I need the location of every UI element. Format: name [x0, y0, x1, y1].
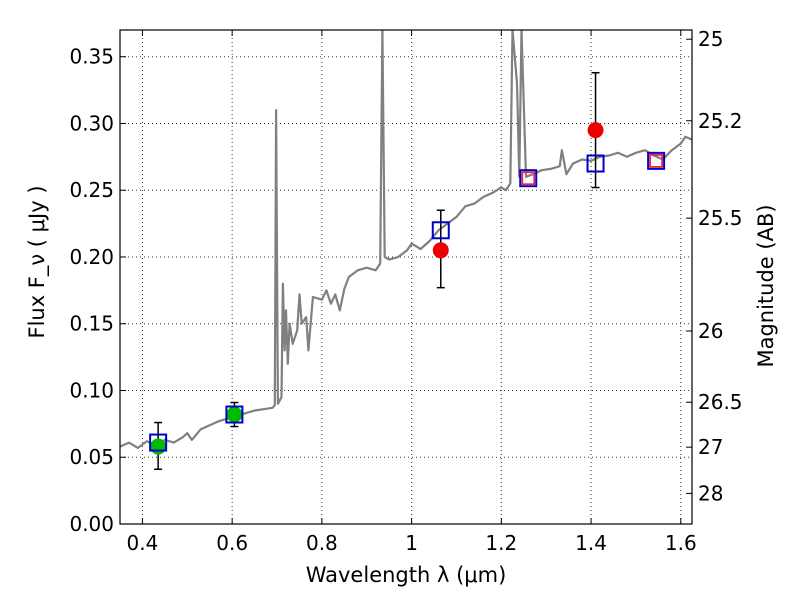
- red-photometry-point: [432, 242, 449, 259]
- model-spectrum-line: [120, 30, 692, 449]
- blue-model-square: [586, 154, 605, 173]
- y-tick-label: 0.10: [69, 378, 114, 402]
- blue-model-square: [149, 433, 168, 452]
- x-tick-label: 1.2: [485, 531, 517, 555]
- x-tick-label: 0.4: [127, 531, 159, 555]
- blue-model-square: [519, 169, 538, 188]
- grid: [120, 30, 692, 524]
- plot-area: [120, 30, 692, 471]
- red-photometry-point: [587, 122, 604, 139]
- y-tick-label: 0.05: [69, 445, 114, 469]
- y-tick-label: 0.00: [69, 512, 114, 536]
- x-axis-title: Wavelength λ (μm): [306, 563, 507, 587]
- blue-model-square: [225, 405, 244, 424]
- y2-axis-title: Magnitude (AB): [754, 204, 778, 367]
- y-axis-title: Flux F_ν ( μJy ): [25, 185, 50, 338]
- mag-tick-label: 25.2: [698, 109, 743, 133]
- mag-tick-label: 26.5: [698, 390, 743, 414]
- blue-model-square: [647, 151, 666, 170]
- y-tick-label: 0.35: [69, 45, 114, 69]
- x-tick-label: 1.4: [575, 531, 607, 555]
- pink-model-square: [649, 153, 664, 168]
- x-tick-label: 0.6: [216, 531, 248, 555]
- mag-tick-label: 28: [698, 481, 723, 505]
- y-tick-label: 0.20: [69, 245, 114, 269]
- mag-tick-label: 26: [698, 319, 723, 343]
- blue-model-square: [431, 221, 450, 240]
- mag-tick-label: 25.5: [698, 206, 743, 230]
- x-tick-label: 0.8: [306, 531, 338, 555]
- green-photometry-point: [226, 406, 243, 423]
- mag-tick-label: 27: [698, 435, 723, 459]
- y-tick-label: 0.30: [69, 111, 114, 135]
- axes: 0.4 0.6 0.8 1 1.2 1.4 1.6 0.00 0.05 0.10 0.15 0.20 0…: [69, 27, 742, 555]
- mag-tick-label: 25: [698, 27, 723, 51]
- y-tick-label: 0.15: [69, 312, 114, 336]
- y-tick-label: 0.25: [69, 178, 114, 202]
- green-photometry-point: [150, 438, 167, 455]
- pink-model-square: [521, 171, 536, 186]
- x-tick-label: 1: [405, 531, 418, 555]
- x-tick-label: 1.6: [665, 531, 697, 555]
- plot-frame: [119, 29, 693, 525]
